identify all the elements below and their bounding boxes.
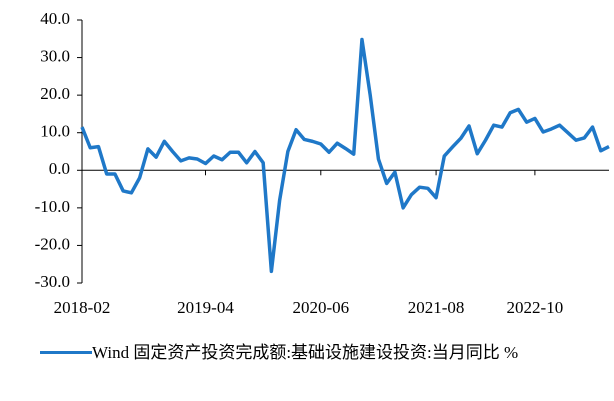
x-tick-label: 2018-02	[54, 298, 111, 317]
y-tick-label: 30.0	[40, 46, 70, 65]
chart: -30.0 -20.0 -10.0 0.0 10.0 20.0 30.0 40.0 2018-0…	[35, 9, 610, 317]
data-line	[80, 37, 610, 274]
y-tick-label: -10.0	[35, 197, 70, 216]
legend-label: Wind 固定资产投资完成额:基础设施建设投资:当月同比 %	[92, 343, 519, 362]
legend-swatch	[40, 351, 92, 354]
y-tick-label: 20.0	[40, 84, 70, 103]
x-tick-label: 2021-08	[408, 298, 465, 317]
y-tick-label: 10.0	[40, 122, 70, 141]
y-tick-label: 40.0	[40, 9, 70, 28]
legend: Wind 固定资产投资完成额:基础设施建设投资:当月同比 %	[40, 340, 610, 365]
x-tick-label: 2020-06	[292, 298, 349, 317]
x-tick-label: 2019-04	[177, 298, 234, 317]
y-tick-label: -20.0	[35, 234, 70, 253]
y-tick-label: 0.0	[49, 159, 70, 178]
y-tick-label: -30.0	[35, 272, 70, 291]
x-tick-label: 2022-10	[507, 298, 564, 317]
